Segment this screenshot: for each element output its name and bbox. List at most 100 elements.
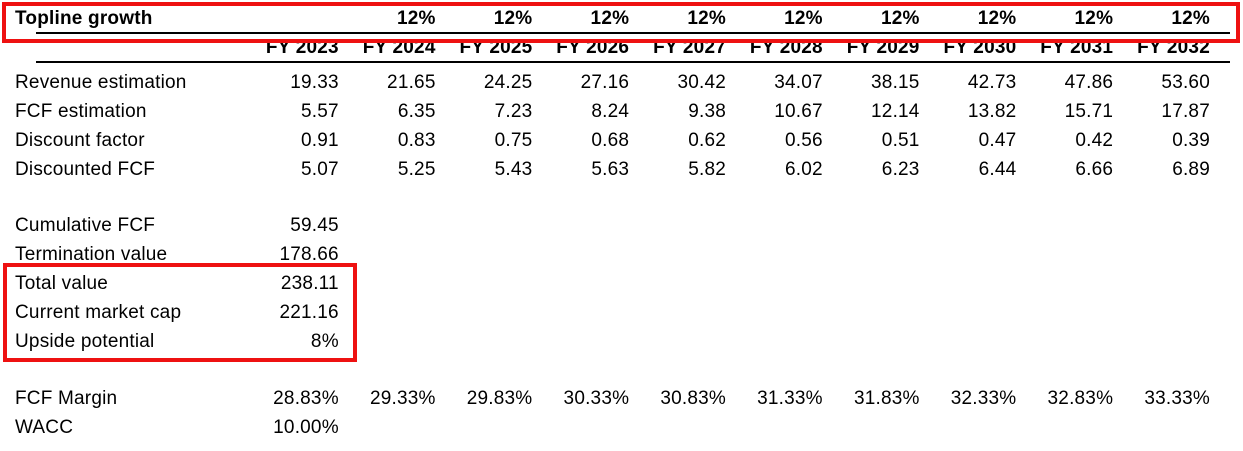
row-label-discounted-fcf[interactable]: Discounted FCF — [15, 159, 156, 180]
cell[interactable]: 12% — [493, 8, 533, 29]
row-label-termination-value[interactable]: Termination value — [15, 244, 168, 265]
cell[interactable]: 0.51 — [881, 130, 920, 151]
cell[interactable]: 32.83% — [1047, 388, 1114, 409]
cell[interactable]: 221.16 — [279, 302, 339, 323]
cell[interactable]: 0.39 — [1172, 130, 1210, 151]
cell[interactable]: 21.65 — [387, 72, 436, 93]
cell[interactable]: 5.57 — [301, 101, 339, 122]
cell[interactable]: 12% — [784, 8, 823, 29]
cell[interactable]: 0.47 — [978, 130, 1017, 151]
cell[interactable]: 15.71 — [1064, 101, 1114, 122]
row-label-upside-potential[interactable]: Upside potential — [15, 331, 155, 352]
cell[interactable]: 6.66 — [1075, 159, 1114, 180]
row-label-empty[interactable] — [15, 34, 242, 61]
cell[interactable]: 12% — [880, 8, 920, 29]
year-header[interactable]: FY 2026 — [556, 37, 630, 58]
year-header[interactable]: FY 2025 — [459, 37, 533, 58]
year-header[interactable]: FY 2028 — [749, 37, 823, 58]
cell[interactable]: 27.16 — [580, 72, 630, 93]
cell[interactable]: 0.83 — [397, 130, 436, 151]
row-label-cumulative-fcf[interactable]: Cumulative FCF — [15, 215, 156, 236]
row-label-revenue-estimation[interactable]: Revenue estimation — [15, 72, 187, 93]
cell[interactable] — [339, 413, 436, 442]
cell[interactable]: 59.45 — [290, 215, 339, 236]
cell[interactable]: 0.42 — [1075, 130, 1114, 151]
cell[interactable]: 32.33% — [950, 388, 1017, 409]
cell[interactable]: 7.23 — [494, 101, 533, 122]
year-header[interactable]: FY 2024 — [362, 37, 436, 58]
cell[interactable]: 0.56 — [785, 130, 823, 151]
cell[interactable]: 6.35 — [397, 101, 436, 122]
cell[interactable]: 6.02 — [785, 159, 823, 180]
cell[interactable]: 12% — [590, 8, 630, 29]
cell[interactable]: 12% — [687, 8, 726, 29]
cell[interactable]: 5.07 — [301, 159, 339, 180]
cell[interactable]: 0.68 — [591, 130, 630, 151]
row-label-fcf-estimation[interactable]: FCF estimation — [15, 101, 147, 122]
year-header[interactable]: FY 2030 — [943, 37, 1017, 58]
cell[interactable]: 6.44 — [978, 159, 1017, 180]
cell[interactable]: 24.25 — [483, 72, 533, 93]
cell[interactable]: 12% — [1171, 8, 1210, 29]
cell[interactable]: 0.62 — [688, 130, 726, 151]
cell[interactable]: 31.33% — [757, 388, 823, 409]
cell[interactable] — [1016, 413, 1113, 442]
cell[interactable]: 8% — [310, 331, 339, 352]
cell[interactable]: 12% — [977, 8, 1017, 29]
cell[interactable]: 5.82 — [688, 159, 726, 180]
cell[interactable]: 29.33% — [369, 388, 436, 409]
row-label-fcf-margin[interactable]: FCF Margin — [15, 388, 118, 409]
year-header[interactable]: FY 2032 — [1137, 37, 1210, 58]
row-wacc: WACC 10.00% — [15, 413, 1230, 442]
cell[interactable] — [920, 413, 1017, 442]
cell[interactable] — [629, 413, 726, 442]
cell[interactable] — [532, 413, 629, 442]
cell[interactable]: 10.67 — [774, 101, 823, 122]
year-header[interactable]: FY 2027 — [653, 37, 726, 58]
cell[interactable]: 47.86 — [1064, 72, 1114, 93]
cell[interactable]: 12% — [396, 8, 436, 29]
cell[interactable]: 53.60 — [1161, 72, 1210, 93]
cell[interactable]: 30.33% — [563, 388, 630, 409]
cell[interactable]: 38.15 — [871, 72, 920, 93]
cell[interactable]: 12% — [1074, 8, 1114, 29]
cell[interactable]: 0.91 — [301, 130, 339, 151]
cell[interactable]: 5.25 — [397, 159, 436, 180]
cell[interactable]: 178.66 — [279, 244, 339, 265]
cell[interactable]: 28.83% — [273, 388, 339, 409]
cell[interactable]: 34.07 — [774, 72, 823, 93]
cell[interactable]: 6.89 — [1172, 159, 1210, 180]
row-label-discount-factor[interactable]: Discount factor — [15, 130, 145, 151]
cell[interactable]: 31.83% — [853, 388, 920, 409]
section-valuation: Cumulative FCF 59.45 Termination value 1… — [15, 211, 1230, 356]
cell[interactable]: 42.73 — [967, 72, 1017, 93]
cell[interactable]: 10.00% — [273, 417, 339, 438]
cell[interactable]: 6.23 — [881, 159, 920, 180]
cell[interactable]: 238.11 — [280, 273, 339, 294]
cell[interactable]: 33.33% — [1144, 388, 1210, 409]
cell[interactable]: 9.38 — [688, 101, 726, 122]
cell[interactable]: 29.83% — [466, 388, 533, 409]
cell[interactable] — [823, 413, 920, 442]
cell[interactable]: 30.42 — [677, 72, 726, 93]
cell[interactable] — [1113, 413, 1210, 442]
cell[interactable] — [436, 413, 533, 442]
cell[interactable] — [242, 6, 339, 32]
cell[interactable]: 19.33 — [290, 72, 339, 93]
row-label-topline-growth[interactable]: Topline growth — [15, 8, 153, 29]
cell[interactable]: 30.83% — [660, 388, 726, 409]
cell[interactable]: 13.82 — [967, 101, 1017, 122]
row-label-current-market-cap[interactable]: Current market cap — [15, 302, 182, 323]
row-label-wacc[interactable]: WACC — [15, 417, 74, 438]
year-header[interactable]: FY 2023 — [265, 37, 339, 58]
cell[interactable]: 8.24 — [591, 101, 630, 122]
cell[interactable]: 17.87 — [1161, 101, 1210, 122]
year-header[interactable]: FY 2029 — [846, 37, 920, 58]
cell[interactable]: 12.14 — [871, 101, 920, 122]
cell[interactable]: 5.63 — [591, 159, 630, 180]
cell[interactable] — [726, 413, 823, 442]
year-header[interactable]: FY 2031 — [1040, 37, 1114, 58]
row-label-total-value[interactable]: Total value — [15, 273, 109, 294]
cell[interactable]: 5.43 — [494, 159, 533, 180]
cell[interactable]: 0.75 — [494, 130, 533, 151]
